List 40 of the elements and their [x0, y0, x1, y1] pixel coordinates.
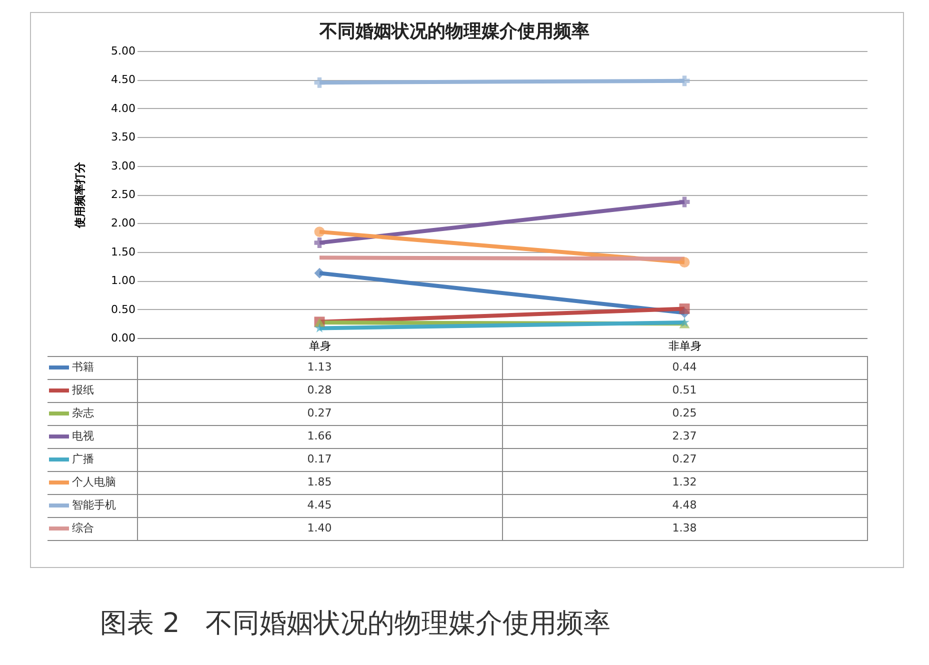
y-tick-label: 0.00 [111, 332, 136, 344]
legend-label: 报纸 [71, 384, 94, 396]
x-tick-label: 非单身 [668, 340, 702, 352]
legend-label: 个人电脑 [72, 476, 116, 488]
y-tick-label: 2.00 [111, 216, 136, 230]
data-label: 4.48 [672, 498, 697, 512]
legend-label: 综合 [72, 522, 94, 534]
data-label: 0.17 [307, 452, 332, 466]
y-axis-title: 使用频率打分 [74, 161, 86, 229]
data-label: 0.28 [307, 384, 332, 396]
x-tick-label: 单身 [309, 340, 331, 352]
data-label: 1.66 [307, 430, 332, 442]
data-label: 0.25 [672, 406, 697, 420]
data-label: 2.37 [672, 430, 697, 442]
data-label: 1.38 [672, 522, 697, 534]
y-tick-label: 0.50 [111, 302, 136, 316]
data-label: 0.27 [672, 452, 697, 466]
text: 图表 2 不同婚姻状况的物理媒介使用频率 [100, 607, 611, 641]
data-label: 1.85 [307, 476, 332, 488]
legend-label: 杂志 [72, 406, 94, 420]
legend-label: 广播 [72, 452, 94, 466]
legend-label: 电视 [72, 430, 94, 442]
data-label: 1.13 [307, 360, 332, 374]
data-label: 1.40 [307, 522, 332, 534]
y-tick-label: 1.50 [111, 245, 136, 258]
y-tick-label: 4.00 [111, 102, 136, 115]
legend-label: 智能手机 [72, 498, 116, 512]
y-tick-label: 3.00 [111, 159, 136, 172]
y-tick-label: 1.00 [111, 274, 136, 288]
data-label: 0.51 [672, 384, 697, 396]
data-label: 0.44 [672, 360, 697, 374]
y-tick-label: 4.50 [111, 73, 136, 86]
data-label: 1.32 [672, 476, 697, 488]
data-label: 0.27 [307, 406, 332, 420]
chart-title: 不同婚姻状况的物理媒介使用频率 [318, 21, 590, 42]
y-tick-label: 2.50 [111, 188, 136, 201]
legend-label: 书籍 [72, 360, 94, 374]
y-tick-label: 3.50 [111, 130, 136, 144]
y-tick-label: 5.00 [111, 44, 136, 58]
data-label: 4.45 [307, 498, 332, 512]
